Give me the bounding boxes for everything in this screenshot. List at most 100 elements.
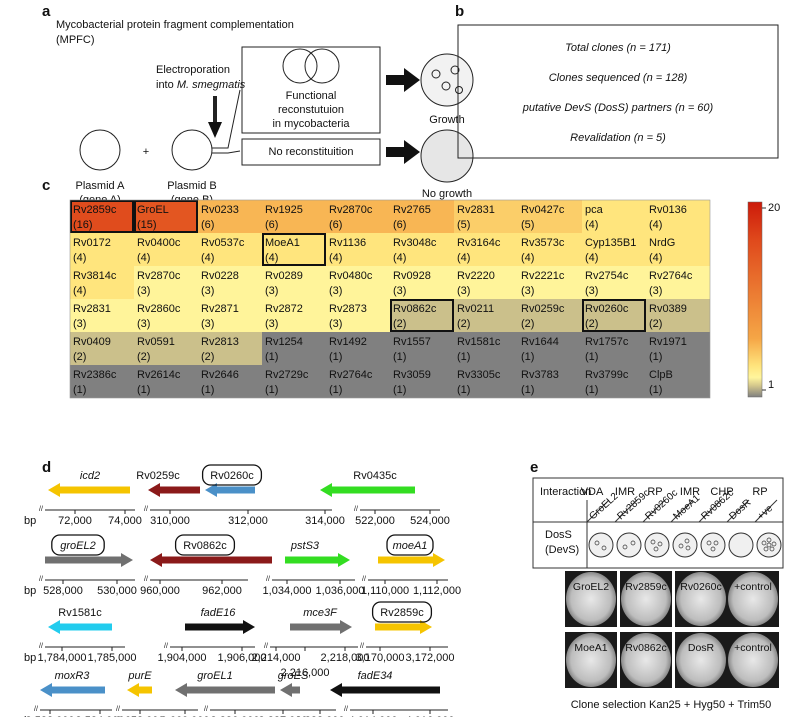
axis-unit: bp bbox=[24, 585, 36, 597]
plate-label: GroEL2 bbox=[573, 581, 609, 593]
heat-cell bbox=[134, 266, 198, 299]
colony bbox=[763, 546, 769, 552]
heat-cell bbox=[390, 365, 454, 398]
plasmid-name: Plasmid B bbox=[167, 180, 217, 192]
cell-count: (1) bbox=[585, 384, 598, 396]
heat-cell bbox=[454, 299, 518, 332]
gene-name: Rv0862c bbox=[183, 540, 227, 552]
colony bbox=[455, 86, 463, 94]
heat-cell bbox=[454, 266, 518, 299]
cell-count: (1) bbox=[265, 384, 278, 396]
header-divider bbox=[670, 499, 694, 523]
plate-icon bbox=[700, 532, 726, 558]
colony bbox=[761, 540, 767, 546]
cell-count: (3) bbox=[265, 285, 278, 297]
cell-name: Rv2872 bbox=[265, 303, 303, 315]
group-label: CHP bbox=[710, 486, 733, 498]
heat-cell bbox=[262, 200, 326, 233]
gene-arrow bbox=[285, 553, 350, 567]
heat-cell bbox=[646, 365, 710, 398]
gene-arrow bbox=[205, 483, 255, 497]
axis-break: // bbox=[360, 643, 364, 650]
heat-cell bbox=[134, 200, 198, 233]
cell-count: (3) bbox=[265, 318, 278, 330]
heat-cell bbox=[198, 200, 262, 233]
cell-count: (1) bbox=[265, 351, 278, 363]
cell-name: Rv0233 bbox=[201, 204, 239, 216]
cell-name: Rv2729c bbox=[265, 369, 309, 381]
heat-cell bbox=[582, 200, 646, 233]
panel-label: b bbox=[455, 3, 464, 20]
gene-name: fadE34 bbox=[358, 670, 393, 682]
tick-label: 962,000 bbox=[202, 585, 242, 597]
axis-break: // bbox=[204, 706, 208, 713]
gene-arrow bbox=[375, 620, 432, 634]
box-text: in mycobacteria bbox=[272, 118, 350, 130]
positive-box bbox=[241, 46, 381, 134]
gene-name: icd2 bbox=[80, 470, 100, 482]
cell-count: (2) bbox=[457, 318, 470, 330]
axis-break: // bbox=[39, 506, 43, 513]
cell-count: (3) bbox=[585, 285, 598, 297]
plate-photo bbox=[728, 633, 778, 687]
axis-break: // bbox=[144, 576, 148, 583]
plate-photo bbox=[621, 572, 671, 626]
heat-cell bbox=[646, 299, 710, 332]
gene-arrow bbox=[280, 683, 300, 697]
cell-name: Rv0289 bbox=[265, 270, 303, 282]
axis-unit: bp bbox=[24, 652, 36, 664]
cell-count: (1) bbox=[649, 351, 662, 363]
summary-line: putative DevS (DosS) partners (n = 60) bbox=[522, 102, 714, 114]
tick-label: 3,172,000 bbox=[406, 652, 455, 664]
header-divider bbox=[586, 499, 610, 523]
colony bbox=[653, 546, 659, 552]
cell-name: Rv2614c bbox=[137, 369, 181, 381]
heat-cell bbox=[518, 200, 582, 233]
highlight-box bbox=[134, 200, 198, 233]
cell-name: Rv0928 bbox=[393, 270, 431, 282]
cell-count: (1) bbox=[329, 384, 342, 396]
gene-name: groEL2 bbox=[60, 540, 95, 552]
caption: Clone selection Kan25 + Hyg50 + Trim50 bbox=[571, 699, 772, 711]
cell-name: Rv2221c bbox=[521, 270, 565, 282]
gene-arrow bbox=[185, 620, 255, 634]
method: Electroporation bbox=[156, 64, 230, 76]
method: into M. smegmatis bbox=[156, 79, 246, 91]
heat-cell bbox=[454, 332, 518, 365]
colony bbox=[769, 546, 775, 552]
heat-cell bbox=[70, 332, 134, 365]
panel-a-shapes bbox=[79, 24, 779, 183]
heat-cell bbox=[198, 233, 262, 266]
heat-cell bbox=[390, 200, 454, 233]
colony bbox=[685, 545, 691, 551]
heat-cell bbox=[70, 365, 134, 398]
heat-cell bbox=[518, 299, 582, 332]
cell-count: (4) bbox=[649, 252, 662, 264]
cell-count: (2) bbox=[393, 318, 406, 330]
axis-break: // bbox=[144, 506, 148, 513]
heat-cell bbox=[582, 233, 646, 266]
heat-cell bbox=[326, 233, 390, 266]
axis-break: // bbox=[116, 706, 120, 713]
heat-cell bbox=[70, 266, 134, 299]
cell-count: (2) bbox=[137, 351, 150, 363]
tick-label: 3,660,000 bbox=[161, 715, 210, 717]
heat-cell bbox=[390, 266, 454, 299]
plate-icon bbox=[728, 532, 754, 558]
row-header: (DevS) bbox=[545, 544, 579, 556]
heat-cell bbox=[646, 266, 710, 299]
tick-label: 2,214,000 bbox=[252, 652, 301, 664]
cell-count: (6) bbox=[393, 219, 406, 231]
plasmid-a bbox=[79, 129, 121, 171]
gene-arrow bbox=[127, 683, 152, 697]
heat-cell bbox=[646, 332, 710, 365]
highlight-box bbox=[390, 299, 454, 332]
plate-label: Rv0260c bbox=[680, 581, 721, 593]
heat-cell bbox=[70, 200, 134, 233]
tick-label: 2,218,000 bbox=[321, 652, 370, 664]
cell-count: (3) bbox=[137, 318, 150, 330]
heat-cell bbox=[134, 332, 198, 365]
heat-cell bbox=[582, 266, 646, 299]
heat-cell bbox=[518, 233, 582, 266]
cell-count: (15) bbox=[137, 219, 157, 231]
